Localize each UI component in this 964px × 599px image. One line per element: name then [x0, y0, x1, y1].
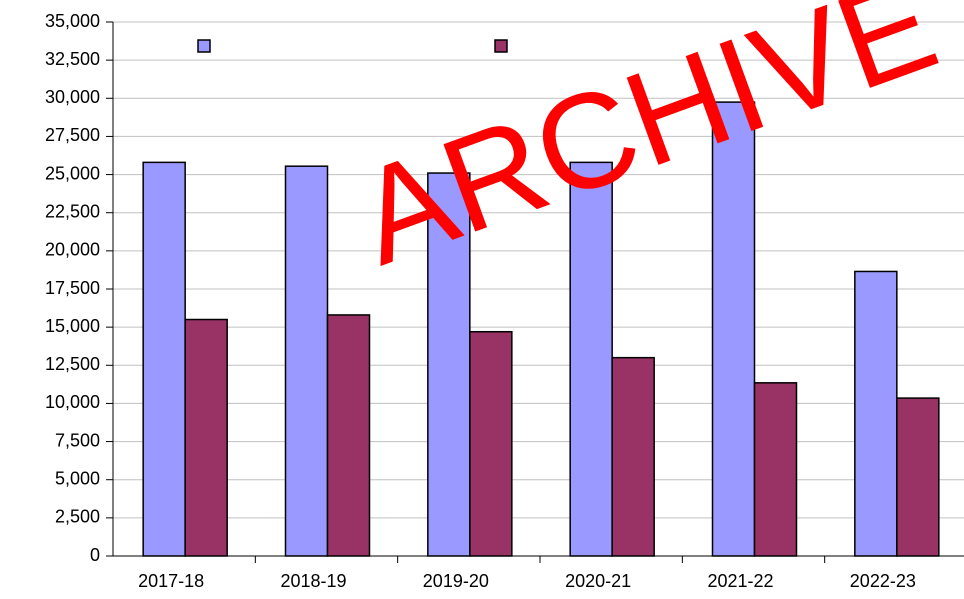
bar	[184, 318, 228, 557]
x-tick-label: 2017-18	[138, 571, 204, 591]
x-tick-label: 2021-22	[707, 571, 773, 591]
y-tick-label: 35,000	[45, 11, 100, 31]
y-tick-label: 32,500	[45, 49, 100, 69]
bar	[854, 270, 898, 557]
y-tick-label: 2,500	[55, 507, 100, 527]
bar	[611, 356, 655, 557]
y-tick-label: 20,000	[45, 240, 100, 260]
watermark: ARCHIVE	[339, 0, 955, 293]
x-tick-label: 2018-19	[280, 571, 346, 591]
bar	[896, 397, 940, 557]
y-tick-label: 5,000	[55, 468, 100, 488]
y-tick-label: 30,000	[45, 87, 100, 107]
bar	[326, 314, 371, 557]
y-tick-label: 10,000	[45, 392, 100, 412]
bar	[427, 172, 471, 557]
x-tick-label: 2019-20	[423, 571, 489, 591]
y-tick-label: 27,500	[45, 125, 100, 145]
bar	[284, 165, 329, 557]
x-tick-label: 2020-21	[565, 571, 631, 591]
x-tick-label: 2022-23	[850, 571, 916, 591]
y-tick-label: 0	[90, 545, 100, 565]
bar	[469, 330, 513, 557]
bar	[753, 382, 798, 557]
y-tick-label: 12,500	[45, 354, 100, 374]
y-tick-label: 17,500	[45, 278, 100, 298]
y-tick-label: 22,500	[45, 201, 100, 221]
y-tick-label: 15,000	[45, 316, 100, 336]
y-tick-label: 25,000	[45, 163, 100, 183]
y-tick-label: 7,500	[55, 430, 100, 450]
legend-marker	[197, 39, 211, 53]
bar	[142, 161, 186, 557]
legend-marker	[494, 39, 508, 53]
